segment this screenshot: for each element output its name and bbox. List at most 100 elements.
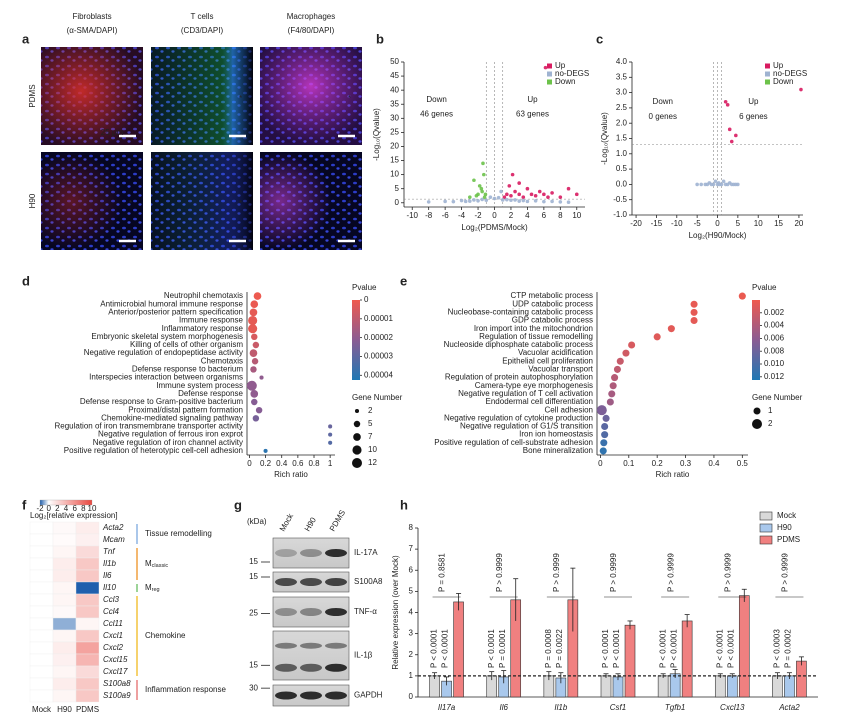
gene-label: Tnf: [103, 547, 115, 556]
heat-cell: [29, 689, 54, 703]
asterisk: *: [129, 94, 132, 103]
heat-cell: [75, 629, 100, 643]
bubble: [599, 447, 607, 455]
y-tick-label: 1.5: [616, 134, 628, 143]
size-legend-dot: [352, 458, 362, 468]
colorbar-tick-label: 0.012: [764, 372, 785, 381]
x-tick-label: 2: [509, 211, 514, 220]
point: [537, 189, 542, 194]
term-label: Defense response: [178, 389, 243, 398]
term-label: Endodermal cell differentiation: [486, 397, 593, 406]
bubble: [611, 374, 619, 382]
p-value: P = 0.0008: [544, 629, 553, 668]
gene-label: Cxcl2: [103, 643, 124, 652]
colorbar: [752, 300, 760, 380]
p-value: P < 0.0001: [601, 629, 610, 668]
bar: [726, 675, 738, 698]
y-tick-label: 4: [409, 608, 414, 617]
bubble: [602, 414, 610, 422]
size-legend-dot: [752, 419, 762, 429]
y-tick-label: 20: [390, 142, 399, 151]
group-label: Mreg: [145, 583, 160, 593]
bubble: [738, 292, 746, 300]
panel-label: h: [400, 497, 408, 512]
legend-swatch: [759, 511, 773, 521]
y-tick-label: 8: [409, 523, 414, 532]
point: [723, 99, 728, 104]
point: [566, 186, 571, 191]
marker-label: 15: [249, 660, 258, 669]
bubble: [251, 333, 258, 341]
y-tick-label: 6: [409, 565, 414, 574]
legend-swatch: [547, 71, 552, 77]
term-label: Chemokine-mediated signaling pathway: [101, 413, 243, 422]
bubble: [690, 300, 698, 308]
point: [505, 197, 509, 202]
heat-cell: [75, 545, 100, 559]
point: [574, 192, 579, 197]
gene-label: Mcam: [103, 535, 125, 544]
heat-cell: [75, 617, 100, 631]
colorbar-tick-label: 0.00003: [364, 352, 393, 361]
term-label: Defense response to bacterium: [132, 365, 244, 374]
marker-label: 25: [249, 609, 258, 618]
point: [736, 182, 740, 187]
band: [325, 691, 347, 700]
bar: [657, 675, 669, 698]
y-tick-label: 2.0: [616, 118, 628, 127]
colorbar-tick-label: 10: [88, 504, 97, 513]
gene-label: Ccl11: [103, 619, 123, 628]
group-label-main: Tissue remodelling: [145, 529, 212, 538]
term-label: Immune system process: [156, 381, 243, 390]
size-legend-dot: [753, 407, 761, 415]
colorbar-tick-label: 0.008: [764, 346, 785, 355]
heat-cell: [29, 533, 54, 547]
y-tick-label: 1.0: [616, 149, 628, 158]
term-label: Positive regulation of cell-substrate ad…: [434, 438, 593, 447]
bubble: [255, 406, 263, 414]
colorbar-tick-label: 0.00004: [364, 370, 393, 379]
bar: [681, 620, 693, 698]
heat-cell: [29, 617, 54, 631]
term-label: Interspecies interaction between organis…: [89, 373, 243, 382]
x-tick-label: Csf1: [610, 703, 626, 712]
p-value: P > 0.9999: [781, 553, 790, 592]
y-tick-label: 35: [390, 99, 399, 108]
gene-label: Acta2: [102, 523, 124, 532]
point: [459, 198, 464, 203]
legend-label: Mock: [777, 511, 797, 520]
blot-name: IL-1β: [354, 651, 373, 660]
legend-swatch: [547, 63, 552, 69]
x-tick-label: Acta2: [778, 703, 800, 712]
x-tick-label: -4: [458, 211, 466, 220]
heat-cell: [52, 569, 77, 583]
p-value: P < 0.0001: [669, 629, 678, 668]
bubble: [606, 398, 614, 406]
x-tick-label: -10: [671, 219, 683, 228]
y-tick-label: 0.0: [616, 180, 628, 189]
size-legend-label: 10: [368, 445, 377, 454]
legend-swatch: [765, 71, 770, 77]
legend-swatch: [765, 79, 770, 85]
bubble: [250, 300, 259, 309]
bubble: [622, 349, 630, 357]
y-tick-label: 7: [409, 544, 414, 553]
point: [725, 103, 730, 107]
bubble: [600, 439, 608, 447]
y-tick-label: 0: [395, 198, 400, 207]
p-value: P > 0.9999: [723, 553, 732, 592]
annotation: 6 genes: [739, 112, 767, 121]
point: [699, 182, 704, 187]
heat-cell: [29, 569, 54, 583]
point: [542, 199, 546, 204]
term-label: Regulation of protein autophosphorylatio…: [445, 373, 593, 382]
x-tick-label: 0.2: [260, 459, 272, 468]
term-label: Negative regulation of T cell activation: [458, 389, 593, 398]
y-axis-label: Relative expression (over Mock): [391, 555, 400, 670]
point: [509, 198, 513, 203]
colorbar-tick-label: 0: [364, 295, 369, 304]
panel-label: f: [22, 497, 27, 512]
legend-swatch: [765, 63, 770, 69]
heat-cell: [52, 545, 77, 559]
size-legend-label: 7: [368, 432, 373, 441]
